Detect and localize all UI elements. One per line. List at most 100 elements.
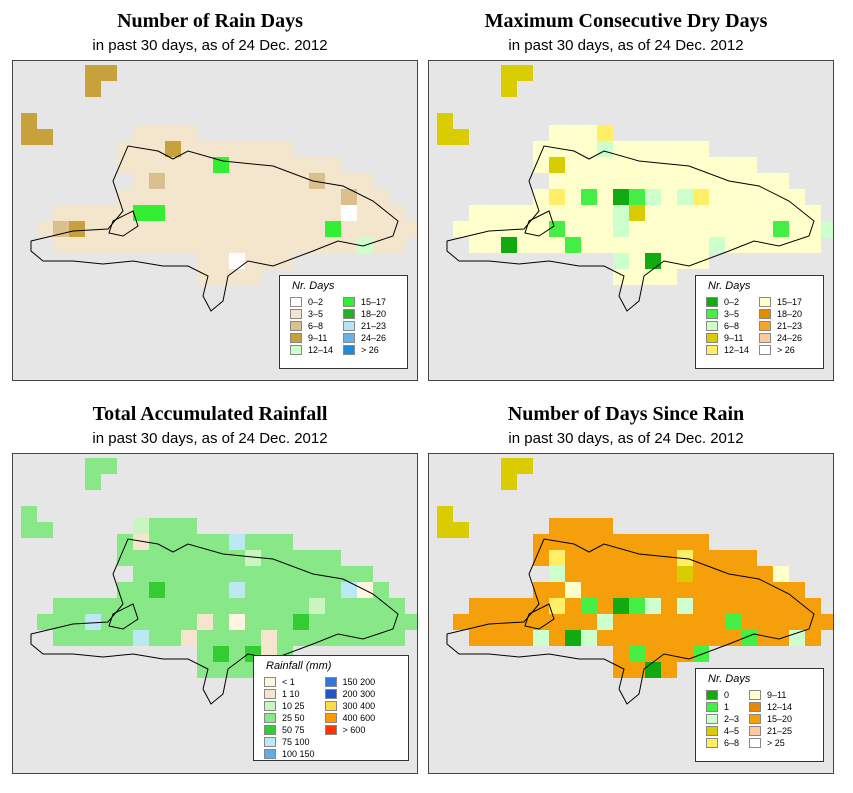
legend-swatch xyxy=(324,700,337,711)
grid-cells xyxy=(437,65,833,285)
grid-cell xyxy=(597,534,613,550)
legend-label: 150 200 xyxy=(342,676,376,687)
grid-cell xyxy=(805,614,821,630)
grid-cell xyxy=(357,614,373,630)
grid-cell xyxy=(373,582,389,598)
grid-cell xyxy=(229,221,245,237)
grid-cell xyxy=(229,550,245,566)
grid-cell xyxy=(325,221,341,237)
grid-cell xyxy=(229,157,245,173)
grid-cell xyxy=(565,125,581,141)
grid-cell xyxy=(757,630,773,646)
grid-cell xyxy=(37,614,53,630)
legend-item: 9–11 xyxy=(706,332,749,343)
grid-cell xyxy=(197,534,213,550)
grid-cell xyxy=(565,582,581,598)
legend-label: 12–14 xyxy=(308,344,334,355)
grid-cell xyxy=(645,141,661,157)
panel-total-rainfall: Total Accumulated Rainfall in past 30 da… xyxy=(0,393,420,783)
grid-cell xyxy=(469,598,485,614)
grid-cell xyxy=(181,189,197,205)
grid-cell xyxy=(405,614,417,630)
grid-cell xyxy=(549,173,565,189)
grid-cell xyxy=(53,630,69,646)
grid-cell xyxy=(165,173,181,189)
legend-label: 2–3 xyxy=(724,713,740,724)
grid-cell xyxy=(501,458,517,474)
legend-item: 21–23 xyxy=(759,320,802,331)
legend-swatch xyxy=(264,700,276,711)
grid-cell xyxy=(165,582,181,598)
grid-cell xyxy=(517,205,533,221)
legend-item: 6–8 xyxy=(290,320,333,331)
grid-cell xyxy=(773,205,789,221)
grid-cell xyxy=(645,614,661,630)
grid-cell xyxy=(389,598,405,614)
legend-swatch xyxy=(290,332,302,343)
grid-cell xyxy=(133,189,149,205)
grid-cell xyxy=(645,221,661,237)
grid-cell xyxy=(133,157,149,173)
grid-cell xyxy=(165,237,181,253)
legend-label: 12–14 xyxy=(724,344,750,355)
grid-cell xyxy=(197,253,213,269)
grid-cell xyxy=(261,566,277,582)
grid-cell xyxy=(133,141,149,157)
grid-cell xyxy=(709,550,725,566)
grid-cell xyxy=(165,221,181,237)
grid-cell xyxy=(165,125,181,141)
grid-cell xyxy=(565,189,581,205)
legend-label: 3–5 xyxy=(308,308,324,319)
grid-cell xyxy=(213,141,229,157)
legend-swatch xyxy=(749,701,762,712)
grid-cell xyxy=(549,205,565,221)
grid-cell xyxy=(661,205,677,221)
legend-item: 15–17 xyxy=(759,296,802,307)
grid-cell xyxy=(117,237,133,253)
grid-cell xyxy=(805,221,821,237)
grid-cell xyxy=(629,189,645,205)
legend-swatch xyxy=(706,308,718,319)
grid-cell xyxy=(325,189,341,205)
grid-cell xyxy=(709,566,725,582)
legend-label: 1 xyxy=(724,701,730,712)
grid-cell xyxy=(453,522,469,538)
grid-cell xyxy=(661,614,677,630)
grid-cell xyxy=(725,582,741,598)
grid-cell xyxy=(757,237,773,253)
legend-swatch xyxy=(264,688,276,699)
grid-cell xyxy=(581,582,597,598)
grid-cell xyxy=(741,173,757,189)
grid-cell xyxy=(677,582,693,598)
grid-cell xyxy=(309,550,325,566)
grid-cell xyxy=(533,237,549,253)
grid-cell xyxy=(757,173,773,189)
grid-cell xyxy=(581,550,597,566)
legend-label: 25 50 xyxy=(282,712,305,723)
grid-cell xyxy=(629,141,645,157)
legend-item: > 26 xyxy=(759,344,802,355)
map-area xyxy=(12,60,418,381)
grid-cell xyxy=(629,253,645,269)
grid-cell xyxy=(453,129,469,145)
grid-cell xyxy=(69,237,85,253)
grid-cell xyxy=(213,662,229,678)
grid-cell xyxy=(149,205,165,221)
grid-cell xyxy=(309,157,325,173)
grid-cell xyxy=(133,534,149,550)
panel-title: Maximum Consecutive Dry Days xyxy=(484,10,768,32)
grid-cell xyxy=(597,598,613,614)
grid-cell xyxy=(581,534,597,550)
grid-cell xyxy=(549,189,565,205)
grid-cell xyxy=(229,269,245,285)
grid-cell xyxy=(181,534,197,550)
grid-cell xyxy=(741,598,757,614)
grid-cell xyxy=(165,566,181,582)
legend-items: 0–2 3–5 6–8 9–11 12–14 15–17 18–20 21–23 24–26 > … xyxy=(290,296,386,355)
grid-cell xyxy=(85,458,101,474)
legend-swatch xyxy=(343,344,356,355)
grid-cell xyxy=(149,237,165,253)
grid-cell xyxy=(245,237,261,253)
grid-cell xyxy=(629,157,645,173)
